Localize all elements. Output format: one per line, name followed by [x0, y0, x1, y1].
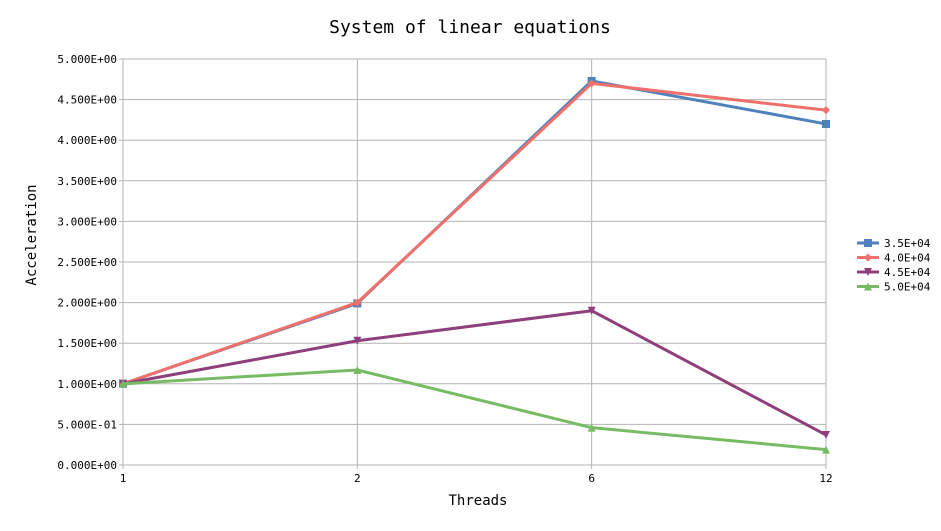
data-point [353, 298, 362, 307]
x-axis-ticks: 1 2 6 12 [120, 472, 833, 485]
data-point [822, 445, 830, 454]
data-point [822, 119, 830, 128]
series-line [122, 368, 827, 452]
y-tick-label: 5.000E-01 [57, 418, 117, 431]
series-line [122, 81, 827, 386]
y-tick-label: 3.000E+00 [57, 215, 117, 228]
data-point [587, 423, 596, 432]
legend-label: 4.0E+04 [884, 252, 931, 265]
data-point [119, 379, 127, 388]
data-point [587, 306, 596, 315]
legend-label: 4.5E+04 [884, 266, 931, 279]
data-point [353, 365, 362, 374]
legend-marker [864, 282, 872, 291]
legend-marker [864, 253, 872, 262]
legend-marker [864, 268, 872, 276]
series-line [122, 309, 827, 437]
data-point [822, 430, 830, 439]
y-tick-label: 1.000E+00 [57, 378, 117, 391]
chart-title: System of linear equations [329, 17, 611, 38]
y-tick-label: 4.000E+00 [57, 134, 117, 147]
y-tick-label: 2.000E+00 [57, 297, 117, 310]
grid-lines [122, 58, 827, 469]
data-point [822, 106, 830, 115]
data-point [353, 336, 362, 345]
x-tick-label: 2 [354, 472, 361, 485]
series-lines [119, 76, 830, 454]
x-tick-label: 12 [819, 472, 832, 485]
y-tick-label: 2.500E+00 [57, 256, 117, 269]
legend-marker [864, 239, 872, 247]
legend-label: 5.0E+04 [884, 281, 931, 294]
series-line [122, 79, 827, 386]
y-tick-label: 1.500E+00 [57, 337, 117, 350]
y-tick-label: 0.000E+00 [57, 459, 117, 472]
y-tick-label: 4.500E+00 [57, 94, 117, 107]
legend-label: 3.5E+04 [884, 237, 931, 250]
y-tick-label: 5.000E+00 [57, 53, 117, 66]
y-axis-ticks: 0.000E+00 5.000E-01 1.000E+00 1.500E+00 2.00… [57, 53, 123, 472]
data-point [587, 79, 596, 88]
x-axis-title: Threads [448, 493, 507, 509]
y-axis-title: Acceleration [24, 184, 40, 285]
x-tick-label: 6 [588, 472, 595, 485]
y-tick-label: 3.500E+00 [57, 175, 117, 188]
legend: 3.5E+04 4.0E+044.5E+04 5.0E+04 [857, 237, 931, 294]
x-tick-label: 1 [120, 472, 127, 485]
